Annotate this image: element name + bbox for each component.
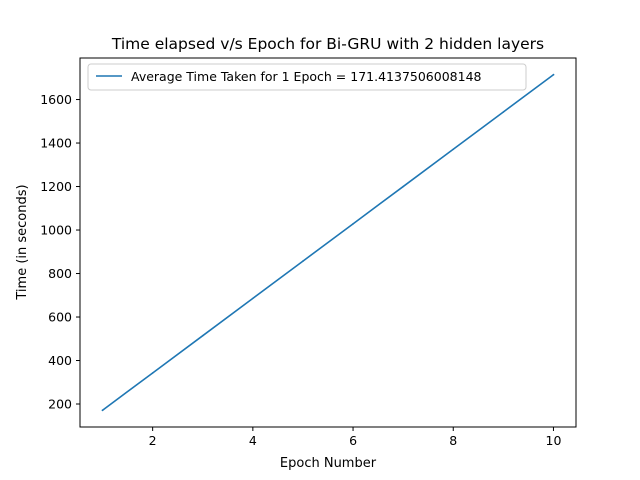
data-point xyxy=(452,148,455,151)
series-line-0 xyxy=(101,73,555,412)
x-tick-label: 10 xyxy=(546,433,562,448)
data-point xyxy=(151,372,154,374)
x-tick-label: 2 xyxy=(149,433,157,448)
data-point xyxy=(502,111,505,113)
x-tick-label: 4 xyxy=(249,433,257,448)
y-tick-label: 400 xyxy=(48,353,72,368)
y-tick-label: 600 xyxy=(48,310,72,325)
x-axis-label: Epoch Number xyxy=(280,456,377,471)
y-axis-label: Time (in seconds) xyxy=(15,184,30,300)
x-tick-label: 8 xyxy=(449,433,457,448)
y-tick-label: 1000 xyxy=(40,223,72,238)
chart-title: Time elapsed v/s Epoch for Bi-GRU with 2… xyxy=(111,35,544,53)
y-tick-label: 800 xyxy=(48,266,72,281)
plot-frame xyxy=(79,57,577,428)
y-tick-label: 1600 xyxy=(40,92,72,107)
y-tick-label: 1400 xyxy=(40,136,72,151)
data-point xyxy=(402,185,404,188)
data-point xyxy=(552,73,555,76)
y-tick-label: 200 xyxy=(48,397,72,412)
plot-area: 2 4 6 8 10 200 400 600 800 1000 1200 1400 1600 xyxy=(40,57,577,448)
legend-label: Average Time Taken for 1 Epoch = 171.413… xyxy=(131,69,482,84)
legend: Average Time Taken for 1 Epoch = 171.413… xyxy=(87,63,527,91)
data-point xyxy=(201,334,204,337)
y-tick-label: 1200 xyxy=(40,179,72,194)
data-point xyxy=(302,260,304,262)
x-tick-label: 6 xyxy=(349,433,357,448)
data-point xyxy=(101,409,104,412)
legend-box xyxy=(87,63,527,91)
data-point xyxy=(352,223,354,225)
data-point xyxy=(252,297,254,300)
